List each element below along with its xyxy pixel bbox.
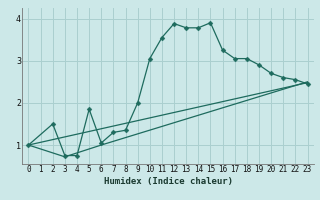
X-axis label: Humidex (Indice chaleur): Humidex (Indice chaleur) bbox=[103, 177, 233, 186]
